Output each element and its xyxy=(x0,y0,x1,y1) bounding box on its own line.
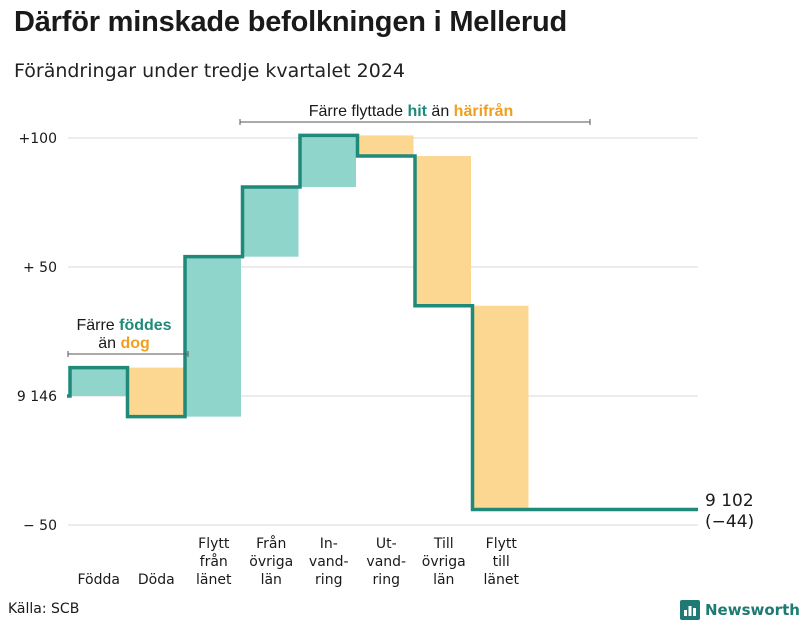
x-tick-label: Flytt från länet xyxy=(196,536,232,588)
waterfall-bar xyxy=(301,135,356,188)
end-label: 9 102 (−44) xyxy=(705,491,754,532)
y-tick-label: + 50 xyxy=(23,260,57,276)
x-tick-label: In-vand-ring xyxy=(309,536,349,588)
x-tick-label: Födda xyxy=(78,572,120,588)
brand-name: Newsworthy xyxy=(705,601,800,619)
x-tick-label: Flytt till länet xyxy=(484,536,520,588)
waterfall-bar xyxy=(129,367,184,417)
waterfall-bar xyxy=(186,256,241,417)
cumulative-line xyxy=(67,133,698,512)
bar-chart-icon xyxy=(680,600,700,620)
chart-title: Därför minskade befolkningen i Mellerud xyxy=(14,6,567,38)
migration-annotation: Färre flyttade hit än härifrån xyxy=(239,102,591,125)
end-change: (−44) xyxy=(705,512,754,532)
cumulative-line xyxy=(67,133,698,512)
births-annotation: Färre föddes än dog xyxy=(67,317,189,357)
waterfall-bar xyxy=(474,305,529,510)
deaths-highlight: dog xyxy=(120,335,149,352)
end-value: 9 102 xyxy=(705,491,754,511)
waterfall-bar xyxy=(71,367,126,396)
migration-highlight-in: hit xyxy=(407,103,427,120)
waterfall-chart: +100 + 50 9 146 − 50 Födda Döda Flytt från läne… xyxy=(17,102,754,588)
births-annotation-line2: än dog xyxy=(98,335,150,352)
waterfall-bar xyxy=(359,135,414,157)
x-tick-label: Ut-vand-ring xyxy=(366,536,406,588)
x-tick-label: Från övriga län xyxy=(249,535,293,588)
brand-logo: Newsworthy xyxy=(680,600,800,620)
x-tick-label: Döda xyxy=(138,572,175,588)
births-highlight: föddes xyxy=(119,317,172,334)
migration-annotation-text: Färre flyttade hit än härifrån xyxy=(309,102,514,120)
y-tick-label: +100 xyxy=(19,131,57,147)
y-tick-label: − 50 xyxy=(23,518,57,534)
y-axis: +100 + 50 9 146 − 50 xyxy=(17,131,57,534)
migration-highlight-out: härifrån xyxy=(454,102,514,120)
y-tick-label: 9 146 xyxy=(17,389,57,405)
waterfall-bar xyxy=(416,156,471,306)
chart-subtitle: Förändringar under tredje kvartalet 2024 xyxy=(14,60,406,82)
x-axis-labels: Födda Döda Flytt från länet Från övriga län In-v… xyxy=(78,535,520,588)
x-tick-label: Till övriga län xyxy=(422,536,466,588)
births-annotation-line1: Färre föddes xyxy=(76,317,171,334)
bars xyxy=(71,135,529,510)
source-note: Källa: SCB xyxy=(8,601,80,617)
waterfall-bar xyxy=(244,187,299,257)
